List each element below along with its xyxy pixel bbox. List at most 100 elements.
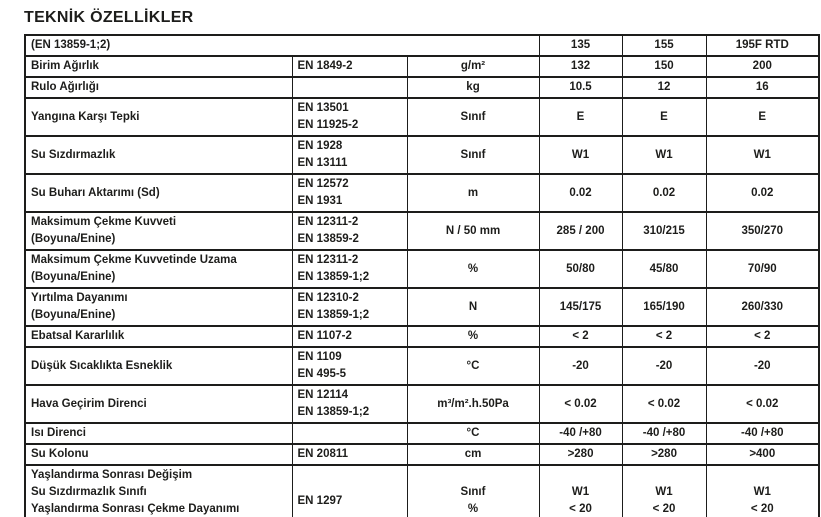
value-cell-135: W1 < 20 < 35 [538, 464, 623, 517]
property-cell: Düşük Sıcaklıkta Esneklik [24, 346, 293, 386]
property-cell: Su Buharı Aktarımı (Sd) [24, 173, 293, 213]
property-cell: Yangına Karşı Tepki [24, 97, 293, 137]
standard-cell: EN 20811 [291, 443, 408, 466]
value-cell-195f-rtd: 200 [705, 55, 820, 78]
property-cell: Rulo Ağırlığı [24, 76, 293, 99]
property-cell: Yaşlandırma Sonrası Değişim Su Sızdırmaz… [24, 464, 293, 517]
table-row-yirtilma-dayanimi: Yırtılma Dayanımı (Boyuna/Enine) EN 1231… [24, 287, 820, 327]
table-row-yangina-karsi-tepki: Yangına Karşı Tepki EN 13501 EN 11925-2 … [24, 97, 820, 137]
value-cell-195f-rtd: 350/270 [705, 211, 820, 251]
standard-cell: EN 12310-2 EN 13859-1;2 [291, 287, 408, 327]
value-cell-195f-rtd: -40 /+80 [705, 422, 820, 445]
unit-cell: Sınıf [406, 97, 540, 137]
value-cell-155: >280 [621, 443, 707, 466]
value-cell-135: < 2 [538, 325, 623, 348]
standard-cell: EN 12311-2 EN 13859-2 [291, 211, 408, 251]
property-cell: Maksimum Çekme Kuvveti (Boyuna/Enine) [24, 211, 293, 251]
value-cell-155: 0.02 [621, 173, 707, 213]
table-row-ebatsal-kararlilik: Ebatsal Kararlılık EN 1107-2 % < 2 < 2 <… [24, 325, 820, 348]
value-cell-135: -20 [538, 346, 623, 386]
value-cell-195f-rtd: 260/330 [705, 287, 820, 327]
unit-cell: cm [406, 443, 540, 466]
table-row-su-buhari-aktarimi: Su Buharı Aktarımı (Sd) EN 12572 EN 1931… [24, 173, 820, 213]
standard-cell: EN 12114 EN 13859-1;2 [291, 384, 408, 424]
value-cell-155: < 2 [621, 325, 707, 348]
value-cell-135: 285 / 200 [538, 211, 623, 251]
table-row-su-kolonu: Su Kolonu EN 20811 cm >280 >280 >400 [24, 443, 820, 466]
spec-reference-cell: (EN 13859-1;2) [24, 34, 540, 57]
table-header-row: (EN 13859-1;2) 135 155 195F RTD [24, 34, 820, 57]
value-cell-135: -40 /+80 [538, 422, 623, 445]
unit-cell: N [406, 287, 540, 327]
standard-cell: EN 1928 EN 13111 [291, 135, 408, 175]
value-cell-155: 310/215 [621, 211, 707, 251]
standard-cell: EN 12311-2 EN 13859-1;2 [291, 249, 408, 289]
value-cell-155: 45/80 [621, 249, 707, 289]
standard-cell: EN 1849-2 [291, 55, 408, 78]
property-cell: Maksimum Çekme Kuvvetinde Uzama (Boyuna/… [24, 249, 293, 289]
column-header-135: 135 [538, 34, 623, 57]
value-cell-135: 145/175 [538, 287, 623, 327]
value-cell-155: 150 [621, 55, 707, 78]
page-title: TEKNİK ÖZELLİKLER [24, 9, 194, 26]
value-cell-155: 165/190 [621, 287, 707, 327]
value-cell-195f-rtd: E [705, 97, 820, 137]
value-cell-135: 10.5 [538, 76, 623, 99]
column-header-195f-rtd: 195F RTD [705, 34, 820, 57]
unit-cell: g/m² [406, 55, 540, 78]
table-row-cekme-kuvvetinde-uzama: Maksimum Çekme Kuvvetinde Uzama (Boyuna/… [24, 249, 820, 289]
value-cell-135: 50/80 [538, 249, 623, 289]
property-cell: Ebatsal Kararlılık [24, 325, 293, 348]
table-row-su-sizdirmazlik: Su Sızdırmazlık EN 1928 EN 13111 Sınıf W… [24, 135, 820, 175]
table-row-hava-gecirim-direnci: Hava Geçirim Direnci EN 12114 EN 13859-1… [24, 384, 820, 424]
unit-cell: Sınıf [406, 135, 540, 175]
standard-cell: EN 12572 EN 1931 [291, 173, 408, 213]
table-row-maksimum-cekme-kuvveti: Maksimum Çekme Kuvveti (Boyuna/Enine) EN… [24, 211, 820, 251]
value-cell-135: 0.02 [538, 173, 623, 213]
standard-cell [291, 76, 408, 99]
property-cell: Su Kolonu [24, 443, 293, 466]
table-row-yaslandirma-sonrasi: Yaşlandırma Sonrası Değişim Su Sızdırmaz… [24, 464, 820, 517]
value-cell-135: 132 [538, 55, 623, 78]
unit-cell: % [406, 249, 540, 289]
property-cell: Birim Ağırlık [24, 55, 293, 78]
value-cell-195f-rtd: < 0.02 [705, 384, 820, 424]
property-cell: Isı Direnci [24, 422, 293, 445]
value-cell-195f-rtd: W1 [705, 135, 820, 175]
table-row-dusuk-sicaklikta-esneklik: Düşük Sıcaklıkta Esneklik EN 1109 EN 495… [24, 346, 820, 386]
value-cell-195f-rtd: 70/90 [705, 249, 820, 289]
value-cell-155: -20 [621, 346, 707, 386]
value-cell-135: >280 [538, 443, 623, 466]
unit-cell: N / 50 mm [406, 211, 540, 251]
value-cell-195f-rtd: W1 < 20 < 35 [705, 464, 820, 517]
value-cell-135: E [538, 97, 623, 137]
value-cell-155: W1 < 20 < 35 [621, 464, 707, 517]
unit-cell: Sınıf % % [406, 464, 540, 517]
unit-cell: kg [406, 76, 540, 99]
value-cell-135: < 0.02 [538, 384, 623, 424]
value-cell-155: -40 /+80 [621, 422, 707, 445]
standard-cell: EN 1107-2 [291, 325, 408, 348]
value-cell-195f-rtd: 16 [705, 76, 820, 99]
value-cell-155: W1 [621, 135, 707, 175]
standard-cell: EN 1297 [291, 464, 408, 517]
standard-cell: EN 13501 EN 11925-2 [291, 97, 408, 137]
value-cell-155: < 0.02 [621, 384, 707, 424]
value-cell-195f-rtd: < 2 [705, 325, 820, 348]
value-cell-135: W1 [538, 135, 623, 175]
property-cell: Hava Geçirim Direnci [24, 384, 293, 424]
technical-specifications-table: (EN 13859-1;2) 135 155 195F RTD Birim Ağ… [24, 34, 821, 517]
table-row-rulo-agirligi: Rulo Ağırlığı kg 10.5 12 16 [24, 76, 820, 99]
value-cell-195f-rtd: 0.02 [705, 173, 820, 213]
unit-cell: °C [406, 422, 540, 445]
table-row-birim-agirlik: Birim Ağırlık EN 1849-2 g/m² 132 150 200 [24, 55, 820, 78]
property-cell: Su Sızdırmazlık [24, 135, 293, 175]
column-header-155: 155 [621, 34, 707, 57]
unit-cell: m [406, 173, 540, 213]
value-cell-155: E [621, 97, 707, 137]
unit-cell: m³/m².h.50Pa [406, 384, 540, 424]
value-cell-195f-rtd: -20 [705, 346, 820, 386]
table-row-isi-direnci: Isı Direnci °C -40 /+80 -40 /+80 -40 /+8… [24, 422, 820, 445]
unit-cell: % [406, 325, 540, 348]
